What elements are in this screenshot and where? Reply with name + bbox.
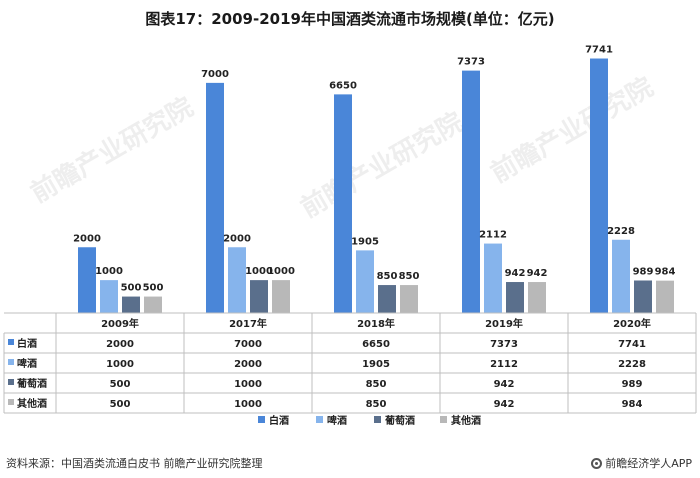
table-cell: 989: [622, 379, 643, 390]
table-cell: 7000: [234, 339, 262, 350]
bar: [122, 296, 140, 313]
bar: [484, 243, 502, 313]
data-label: 942: [505, 268, 526, 279]
data-label: 7373: [457, 57, 485, 68]
category-label: 2017年: [229, 317, 267, 330]
table-cell: 7741: [618, 339, 646, 350]
table-cell: 500: [110, 379, 131, 390]
legend-key: [8, 339, 14, 345]
bar: [506, 282, 524, 313]
legend-label: 白酒: [269, 414, 289, 427]
series-name: 啤酒: [17, 357, 37, 370]
brand-credit: 前瞻经济学人APP: [591, 455, 692, 471]
bar: [612, 239, 630, 313]
bar: [378, 285, 396, 313]
category-label: 2019年: [485, 317, 523, 330]
table-cell: 500: [110, 399, 131, 410]
legend-swatch: [258, 416, 265, 423]
table-cell: 1000: [234, 379, 262, 390]
data-label: 2000: [73, 233, 101, 244]
legend-key: [8, 379, 14, 385]
data-label: 7000: [201, 69, 229, 80]
table-cell: 1000: [106, 359, 134, 370]
table-cell: 850: [366, 379, 387, 390]
series-name: 白酒: [17, 337, 37, 350]
bar: [462, 70, 480, 313]
table-cell: 2000: [106, 339, 134, 350]
category-label: 2020年: [613, 317, 651, 330]
data-label: 6650: [329, 80, 357, 91]
brand-logo-icon: [591, 457, 603, 469]
data-label: 942: [527, 268, 548, 279]
bar: [400, 285, 418, 313]
table-cell: 2228: [618, 359, 646, 370]
table-cell: 1000: [234, 399, 262, 410]
data-label: 2000: [223, 233, 251, 244]
bar: [656, 280, 674, 313]
bar: [590, 58, 608, 314]
bar: [272, 280, 290, 313]
bar: [250, 280, 268, 313]
table-cell: 2000: [234, 359, 262, 370]
legend-swatch: [374, 416, 381, 423]
table-cell: 6650: [362, 339, 390, 350]
table-cell: 7373: [490, 339, 518, 350]
legend-swatch: [440, 416, 447, 423]
data-label: 1905: [351, 236, 379, 247]
table-cell: 942: [494, 379, 515, 390]
legend-swatch: [316, 416, 323, 423]
legend-key: [8, 399, 14, 405]
legend-label: 葡萄酒: [384, 414, 415, 427]
bar: [100, 280, 118, 313]
data-label: 500: [143, 283, 164, 294]
brand-name: 前瞻经济学人APP: [605, 457, 692, 470]
table-cell: 942: [494, 399, 515, 410]
bar: [528, 282, 546, 313]
source-note: 资料来源：中国酒类流通白皮书 前瞻产业研究院整理: [6, 457, 263, 470]
category-label: 2018年: [357, 317, 395, 330]
data-label: 984: [655, 267, 676, 278]
series-name: 葡萄酒: [16, 377, 47, 390]
bar: [356, 250, 374, 313]
table-cell: 2112: [490, 359, 518, 370]
bar: [228, 247, 246, 313]
series-name: 其他酒: [17, 397, 47, 410]
data-label: 7741: [585, 45, 613, 56]
data-label: 2228: [607, 226, 635, 237]
data-label: 850: [399, 271, 420, 282]
legend-label: 其他酒: [451, 414, 481, 427]
data-label: 2112: [479, 230, 507, 241]
bar: [206, 82, 224, 313]
category-label: 2009年: [101, 317, 139, 330]
bar: [144, 296, 162, 313]
bar: [634, 280, 652, 313]
data-label: 500: [121, 283, 142, 294]
table-cell: 850: [366, 399, 387, 410]
data-label: 989: [633, 266, 654, 277]
chart-title: 图表17：2009-2019年中国酒类流通市场规模(单位：亿元): [145, 10, 555, 28]
data-label: 1000: [267, 266, 295, 277]
bar: [78, 247, 96, 313]
table-cell: 1905: [362, 359, 390, 370]
data-label: 1000: [245, 266, 273, 277]
bar: [334, 94, 352, 313]
legend-key: [8, 359, 14, 365]
data-label: 1000: [95, 266, 123, 277]
legend-label: 啤酒: [327, 414, 347, 427]
table-cell: 984: [622, 399, 643, 410]
data-label: 850: [377, 271, 398, 282]
